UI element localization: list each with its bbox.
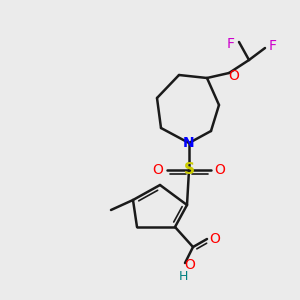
Text: S: S <box>184 163 194 178</box>
Text: H: H <box>178 271 188 284</box>
Text: O: O <box>229 69 239 83</box>
Text: F: F <box>269 39 277 53</box>
Text: O: O <box>153 163 164 177</box>
Text: O: O <box>184 258 195 272</box>
Text: O: O <box>214 163 225 177</box>
Text: N: N <box>183 136 195 150</box>
Text: F: F <box>227 37 235 51</box>
Text: O: O <box>210 232 220 246</box>
